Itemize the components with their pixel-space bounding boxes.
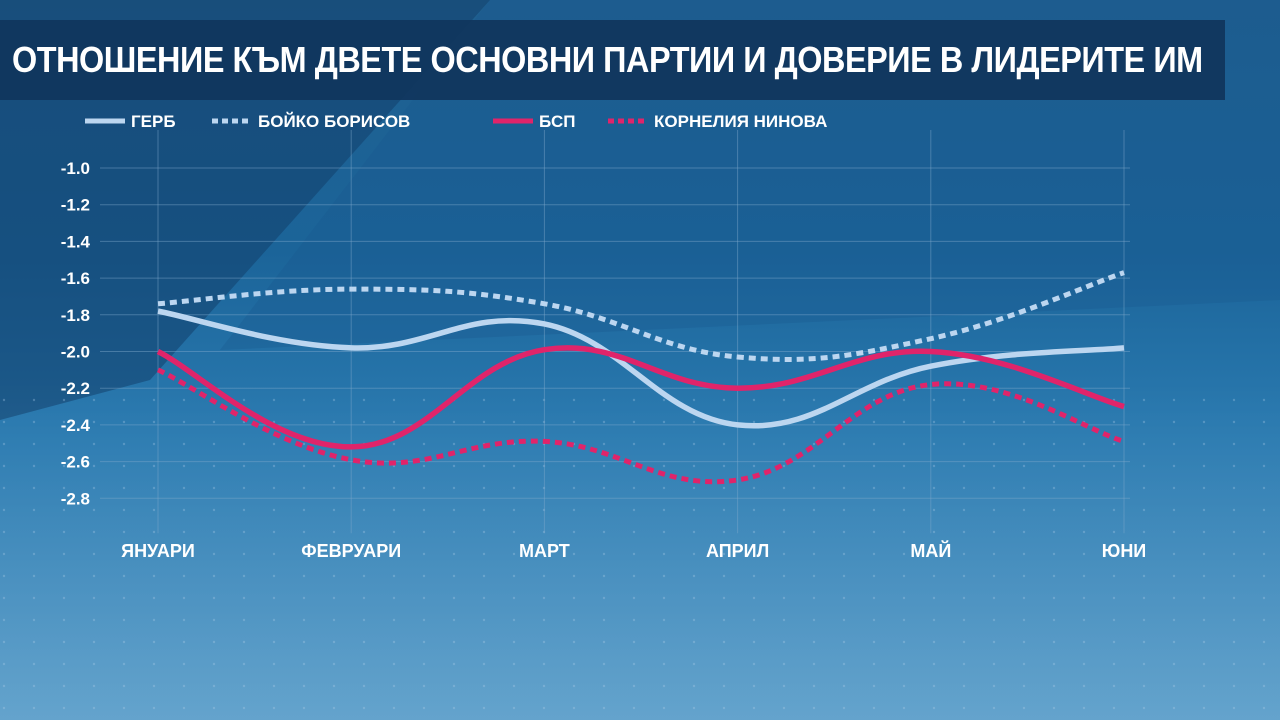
x-category-label: ЮНИ	[1102, 541, 1147, 561]
grid	[100, 130, 1130, 534]
x-category-label: ФЕВРУАРИ	[301, 541, 401, 561]
chart-title: ОТНОШЕНИЕ КЪМ ДВЕТЕ ОСНОВНИ ПАРТИИ И ДОВ…	[12, 39, 1203, 80]
y-axis-ticks: -1.0 -1.2 -1.4 -1.6 -1.8 -2.0 -2.2 -2.4 -2.6 -2.8	[61, 159, 91, 508]
y-tick-label: -2.8	[61, 489, 90, 508]
legend-label: КОРНЕЛИЯ НИНОВА	[654, 112, 827, 131]
legend-label: БОЙКО БОРИСОВ	[258, 112, 410, 131]
series-line-3	[156, 367, 1125, 485]
x-category-label: ЯНУАРИ	[121, 541, 195, 561]
legend: ГЕРБ БОЙКО БОРИСОВ БСП КОРНЕЛИЯ НИНОВА	[85, 112, 827, 131]
series-line-1	[157, 270, 1125, 362]
y-tick-label: -1.4	[61, 232, 91, 251]
y-tick-label: -2.0	[61, 343, 90, 362]
series-line-0	[157, 308, 1125, 429]
y-tick-label: -2.6	[61, 453, 90, 472]
y-tick-label: -1.2	[61, 196, 90, 215]
y-tick-label: -2.2	[61, 379, 90, 398]
legend-label: ГЕРБ	[131, 112, 176, 131]
x-category-label: МАРТ	[519, 541, 570, 561]
x-category-label: АПРИЛ	[706, 541, 769, 561]
x-axis-categories: ЯНУАРИ ФЕВРУАРИ МАРТ АПРИЛ МАЙ ЮНИ	[121, 540, 1146, 561]
y-tick-label: -2.4	[61, 416, 91, 435]
y-tick-label: -1.6	[61, 269, 90, 288]
y-tick-label: -1.0	[61, 159, 90, 178]
title-bar: ОТНОШЕНИЕ КЪМ ДВЕТЕ ОСНОВНИ ПАРТИИ И ДОВ…	[0, 20, 1225, 100]
y-tick-label: -1.8	[61, 306, 90, 325]
series-lines	[156, 270, 1125, 485]
x-category-label: МАЙ	[910, 540, 951, 561]
series-line-2	[156, 345, 1125, 450]
legend-label: БСП	[539, 112, 576, 131]
